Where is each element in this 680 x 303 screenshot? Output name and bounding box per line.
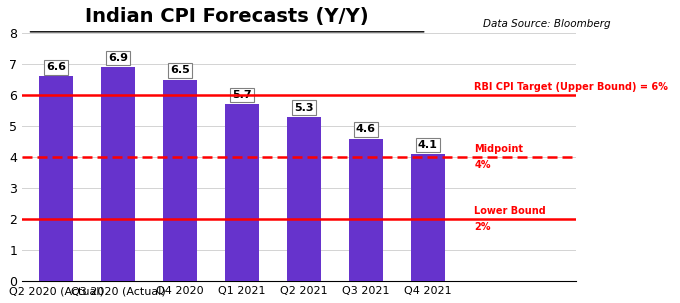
Bar [287,117,321,281]
Title: Indian CPI Forecasts (Y/Y): Indian CPI Forecasts (Y/Y) [85,7,369,26]
Bar [163,80,197,281]
Text: 5.3: 5.3 [294,103,313,113]
Text: Midpoint: Midpoint [474,144,523,154]
Bar [39,76,73,281]
Bar [101,67,135,281]
Text: RBI CPI Target (Upper Bound) = 6%: RBI CPI Target (Upper Bound) = 6% [474,82,668,92]
Text: 6.5: 6.5 [170,65,190,75]
Text: 5.7: 5.7 [232,90,252,100]
Bar [225,105,259,281]
Text: 4%: 4% [474,160,491,170]
Text: Lower Bound: Lower Bound [474,206,546,216]
Bar [349,138,383,281]
Text: 4.6: 4.6 [356,124,376,134]
Text: 6.9: 6.9 [108,53,128,63]
Text: Data Source: Bloomberg: Data Source: Bloomberg [483,19,611,29]
Bar [411,154,445,281]
Text: 4.1: 4.1 [418,140,438,150]
Text: 6.6: 6.6 [46,62,66,72]
Text: 2%: 2% [474,222,491,232]
